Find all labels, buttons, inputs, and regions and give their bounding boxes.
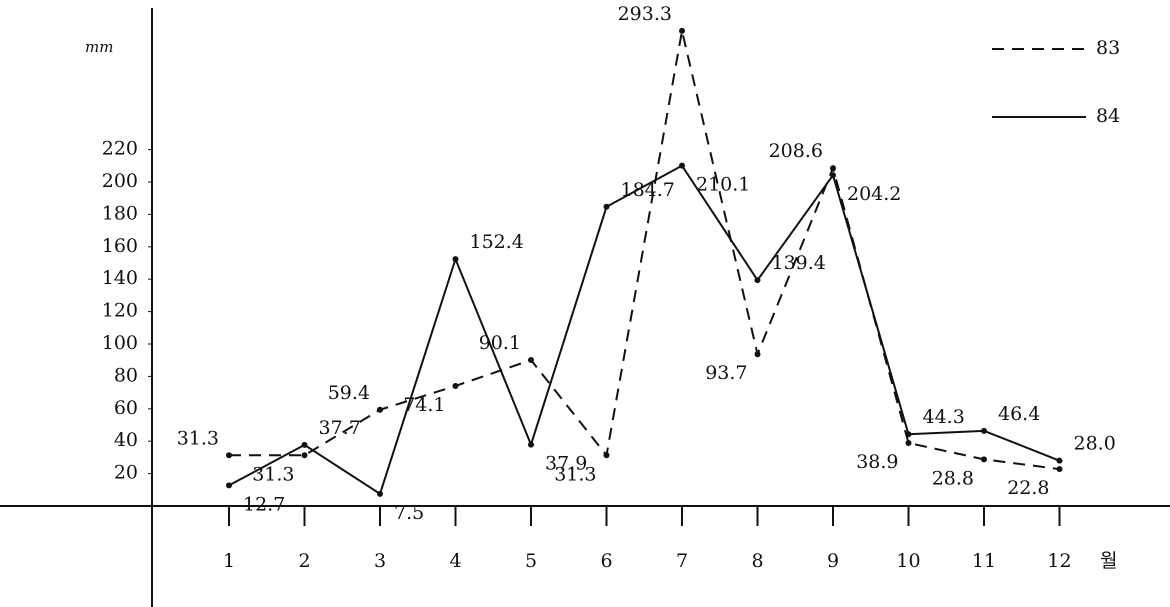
y-tick-label: 220 [102,138,138,160]
y-tick-label: 100 [102,332,138,354]
data-label: 208.6 [769,140,823,162]
point [603,203,610,210]
y-tick-label: 160 [102,235,138,257]
point [377,406,383,413]
point [679,162,685,169]
y-tick-label: 40 [114,429,138,451]
point [1056,466,1063,473]
data-label: 293.3 [618,3,672,25]
data-label: 31.3 [252,463,294,485]
data-label: 37.7 [319,417,361,439]
point [1056,457,1063,464]
point [226,482,232,489]
x-tick-label: 1 [223,550,235,572]
x-tick-label: 3 [374,550,386,572]
point [754,277,761,284]
point [377,490,383,497]
x-tick-label: 8 [751,550,763,572]
data-label: 74.1 [403,394,445,416]
point [452,382,459,389]
point [528,357,534,364]
data-label: 7.5 [394,502,424,524]
data-label: 12.7 [243,493,285,515]
data-label: 152.4 [470,231,524,253]
point [226,452,232,459]
y-axis-label: mm [85,38,113,56]
x-tick-label: 10 [896,550,920,572]
data-label: 38.9 [856,451,898,473]
point [905,439,912,446]
data-label: 59.4 [328,382,370,404]
x-tick-label: 2 [298,550,310,572]
point [301,452,308,459]
x-tick-label: 11 [972,550,996,572]
x-tick-label: 6 [600,550,612,572]
series-line [228,164,1060,496]
y-tick-label: 120 [102,300,138,322]
data-label: 31.3 [177,427,219,449]
point [830,172,836,179]
data-label: 22.8 [1007,477,1049,499]
data-label: 46.4 [998,403,1040,425]
point [528,441,534,448]
y-tick-label: 180 [102,202,138,224]
data-label: 184.7 [621,179,675,201]
data-label: 31.3 [554,463,596,485]
point [754,351,761,358]
point [830,165,836,172]
point [301,441,308,448]
x-tick-label: 12 [1047,550,1071,572]
series-line [229,30,1060,471]
legend-label: 84 [1096,105,1120,127]
point [905,431,912,438]
data-label: 28.0 [1074,433,1116,455]
data-label: 93.7 [705,362,747,384]
y-tick-label: 80 [114,364,138,386]
data-label: 204.2 [847,183,901,205]
x-tick-label: 4 [449,550,461,572]
y-tick-label: 60 [114,397,138,419]
data-label: 37.9 [545,453,587,475]
y-tick-label: 20 [114,462,138,484]
data-label: 44.3 [923,406,965,428]
x-tick-label: 7 [676,550,688,572]
data-label: 139.4 [772,252,826,274]
point [603,452,610,459]
point [452,256,459,263]
y-tick-label: 200 [102,170,138,192]
x-axis-label: 월 [1100,550,1117,572]
x-tick-label: 9 [827,550,839,572]
y-tick-label: 140 [102,267,138,289]
point [679,27,685,34]
point [981,456,987,463]
point [981,427,987,434]
data-label: 90.1 [479,332,521,354]
data-label: 28.8 [932,467,974,489]
data-label: 210.1 [696,174,750,196]
x-tick-label: 5 [525,550,537,572]
legend-label: 83 [1096,37,1120,59]
